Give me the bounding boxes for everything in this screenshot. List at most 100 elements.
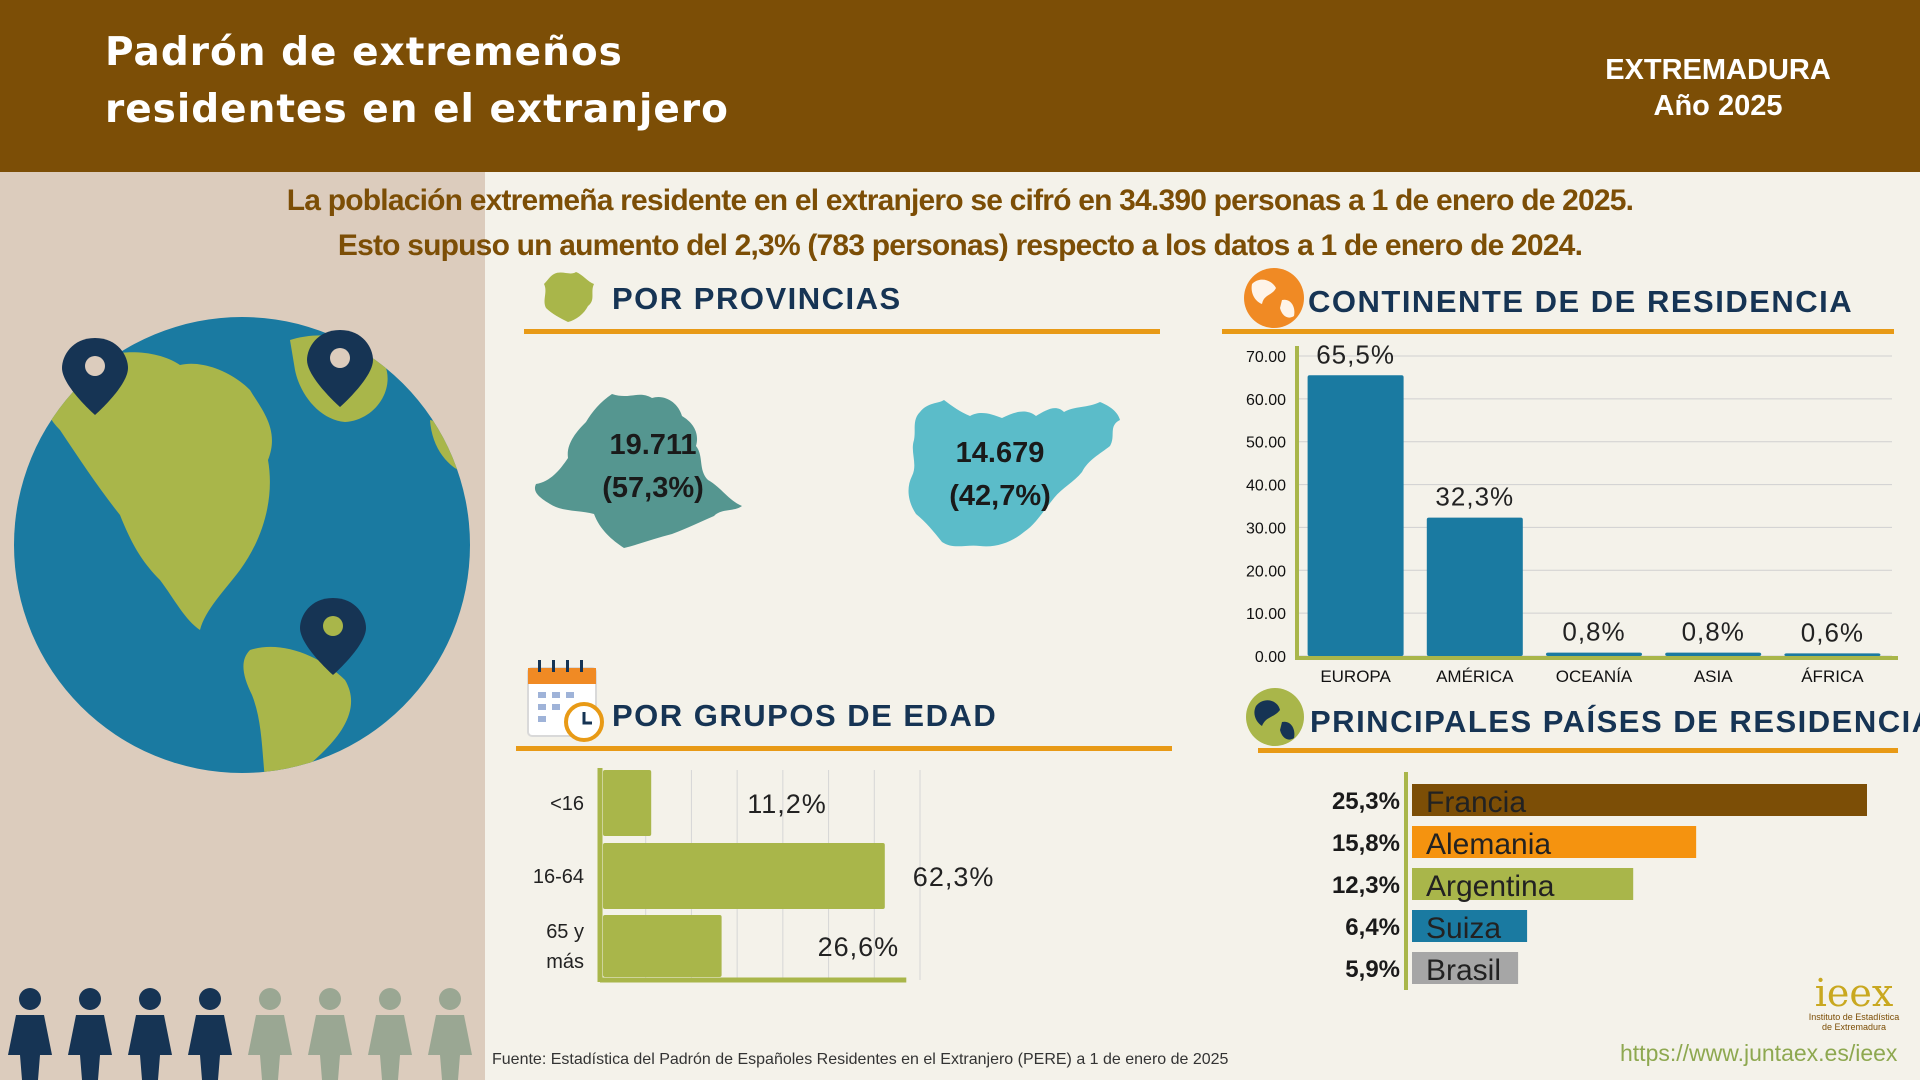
y-tick-label: 0.00 <box>1255 649 1286 666</box>
x-tick-label: ASIA <box>1694 667 1733 686</box>
continente-title: CONTINENTE DE DE RESIDENCIA <box>1308 284 1854 319</box>
x-tick-label: EUROPA <box>1320 667 1391 686</box>
badajoz-label: 14.679 (42,7%) <box>925 432 1075 518</box>
paises-rule <box>1258 748 1898 753</box>
continente-bar-chart: 0.00 10.00 20.00 30.00 40.00 50.00 60.00 70.00 6… <box>1246 339 1898 686</box>
person-icon <box>188 988 232 1080</box>
edad-rule <box>516 746 1172 751</box>
region-year-block: EXTREMADURA Año 2025 <box>1588 52 1848 124</box>
category-label: Francia <box>1426 786 1526 819</box>
y-tick-label: 40.00 <box>1246 478 1286 495</box>
south-america-shape <box>243 646 352 773</box>
y-tick-label: 70.00 <box>1246 349 1286 366</box>
calendar-clock-icon <box>527 660 604 742</box>
caceres-pct: (57,3%) <box>602 472 704 504</box>
person-body <box>368 1015 412 1080</box>
person-head <box>379 988 401 1010</box>
category-label: Argentina <box>1426 870 1555 903</box>
bar <box>1665 652 1762 656</box>
badajoz-province-map <box>908 400 1120 547</box>
person-icon <box>248 988 292 1080</box>
bar <box>1412 910 1528 942</box>
data-label: 25,3% <box>1332 788 1400 815</box>
continente-rule <box>1222 329 1894 334</box>
data-label: 15,8% <box>1332 830 1400 857</box>
bar <box>1784 653 1881 656</box>
data-label: 32,3% <box>1435 482 1514 512</box>
data-label: 6,4% <box>1345 914 1400 941</box>
person-head <box>199 988 221 1010</box>
category-label: Alemania <box>1426 828 1551 861</box>
y-tick-label: <16 <box>550 793 584 815</box>
north-america-shape <box>45 352 272 630</box>
header-banner: Padrón de extremeños residentes en el ex… <box>0 0 1920 172</box>
bar <box>603 843 885 909</box>
map-pin-icon <box>300 598 366 675</box>
y-tick-label: 65 y <box>546 921 584 943</box>
caceres-value: 19.711 <box>609 429 697 461</box>
data-label: 26,6% <box>818 932 900 962</box>
data-label: 0,8% <box>1682 617 1745 647</box>
bar <box>603 915 722 977</box>
globe-illustration <box>14 317 470 773</box>
data-label: 0,8% <box>1562 617 1625 647</box>
edad-title: POR GRUPOS DE EDAD <box>612 698 998 733</box>
data-label: 65,5% <box>1316 339 1395 369</box>
x-tick-label: AMÉRICA <box>1436 667 1514 686</box>
caceres-province-map <box>534 394 742 548</box>
y-tick-label: 30.00 <box>1246 520 1286 537</box>
person-head <box>19 988 41 1010</box>
caceres-label: 19.711 (57,3%) <box>578 424 728 510</box>
y-tick-label: 16-64 <box>533 866 584 888</box>
globe-icon <box>1244 268 1304 328</box>
person-body <box>68 1015 112 1080</box>
person-icon <box>308 988 352 1080</box>
intro-text: La población extremeña residente en el e… <box>0 178 1920 268</box>
person-head <box>79 988 101 1010</box>
source-note: Fuente: Estadística del Padrón de Españo… <box>492 1051 1229 1068</box>
ieex-logo-mark: ieex <box>1814 971 1894 1015</box>
map-pin-icon <box>62 338 128 415</box>
person-icon <box>128 988 172 1080</box>
person-body <box>428 1015 472 1080</box>
person-head <box>259 988 281 1010</box>
data-label: 5,9% <box>1345 956 1400 983</box>
badajoz-value: 14.679 <box>955 437 1045 469</box>
y-tick-label: más <box>546 951 584 973</box>
provincias-title: POR PROVINCIAS <box>612 281 902 316</box>
y-tick-label: 60.00 <box>1246 392 1286 409</box>
data-label: 11,2% <box>747 789 827 819</box>
paises-bar-chart: 25,3% Francia 15,8% Alemania 12,3% Argentina 6… <box>1332 772 1867 990</box>
bar <box>603 770 652 836</box>
ieex-logo-sub-2: de Extremadura <box>1821 1022 1887 1032</box>
person-head <box>319 988 341 1010</box>
website-link[interactable]: https://www.juntaex.es/ieex <box>1620 1040 1898 1066</box>
page-title-line-2: residentes en el extranjero <box>105 87 729 132</box>
people-figures-row <box>8 988 472 1080</box>
bar <box>1412 868 1634 900</box>
person-body <box>308 1015 352 1080</box>
data-label: 0,6% <box>1801 617 1864 647</box>
map-pin-icon <box>307 330 373 407</box>
ieex-logo: ieex Instituto de Estadística de Extrema… <box>1806 974 1902 1032</box>
world-globe-icon <box>1246 688 1304 746</box>
y-tick-label: 10.00 <box>1246 606 1286 623</box>
bar <box>1412 784 1867 816</box>
bar <box>1412 952 1519 984</box>
intro-line-1: La población extremeña residente en el e… <box>286 184 1634 217</box>
person-body <box>188 1015 232 1080</box>
region-label: EXTREMADURA <box>1605 54 1831 86</box>
ieex-logo-sub-1: Instituto de Estadística <box>1808 1012 1900 1022</box>
person-head <box>139 988 161 1010</box>
extremadura-map-icon <box>544 272 594 322</box>
y-tick-label: 50.00 <box>1246 435 1286 452</box>
intro-line-2: Esto supuso un aumento del 2,3% (783 per… <box>337 229 1583 262</box>
data-label: 12,3% <box>1332 872 1400 899</box>
person-icon <box>368 988 412 1080</box>
page-title-line-1: Padrón de extremeños <box>105 30 623 75</box>
category-label: Brasil <box>1426 954 1501 987</box>
person-icon <box>68 988 112 1080</box>
person-icon <box>8 988 52 1080</box>
person-head <box>439 988 461 1010</box>
person-icon <box>428 988 472 1080</box>
